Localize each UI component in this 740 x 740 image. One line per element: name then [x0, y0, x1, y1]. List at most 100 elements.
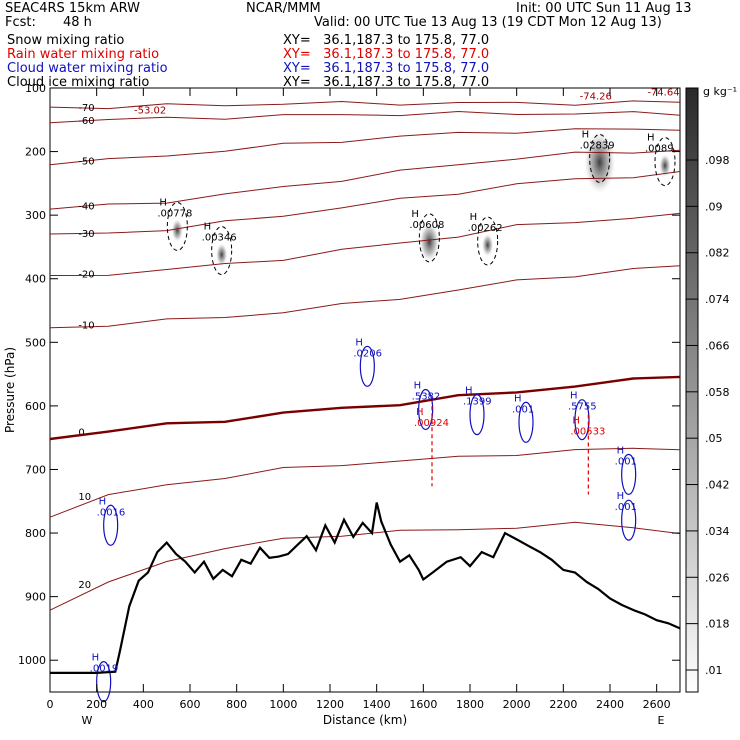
colorbar-label-11: .01: [705, 664, 723, 677]
max-label-0: .00778: [157, 208, 192, 219]
x-tick-label-1000: 1000: [269, 698, 297, 711]
microphysics-contours: [96, 133, 676, 703]
y-tick-label-1000: 1000: [18, 654, 46, 667]
snow-contour-0: [166, 201, 188, 251]
max-marker-5: H: [647, 133, 655, 144]
max-marker-4: H: [582, 129, 590, 140]
max-label-15: .00924: [414, 418, 449, 429]
isotherm-label--30: -30: [78, 229, 94, 240]
extreme-label-2: -53.02: [134, 105, 166, 116]
axes: 0 200 400 600 800 1000 1200 1400 1600 1800 2000 220…: [18, 82, 680, 711]
y-tick-label-800: 800: [25, 527, 46, 540]
cloud-contour-14: [96, 661, 112, 703]
colorbar-label-3: .074: [705, 293, 730, 306]
x-tick-label-400: 400: [133, 698, 154, 711]
max-label-1: .00346: [202, 233, 237, 244]
x-tick-label-1200: 1200: [316, 698, 344, 711]
colorbar-label-1: .09: [705, 200, 723, 213]
x-tick-label-2600: 2600: [643, 698, 671, 711]
field-cloud-ice-xy: XY= 36.1,187.3 to 175.8, 77.0: [283, 75, 489, 90]
snow-contour-5: [654, 137, 676, 187]
isotherm-label--70: -70: [78, 103, 94, 114]
isotherm-0: [49, 375, 681, 441]
snow-contour-3: [477, 216, 499, 266]
max-marker-7: H: [414, 381, 422, 392]
isotherm--60: [49, 110, 681, 124]
colorbar-label-10: .018: [705, 618, 730, 631]
plot-frame: [49, 87, 681, 693]
snow-contour-4: [589, 133, 611, 183]
field-snow-xy: XY= 36.1,187.3 to 175.8, 77.0: [283, 33, 489, 48]
snow-shade-blob-0: [171, 219, 183, 242]
y-tick-label-500: 500: [25, 336, 46, 349]
header-valid: Valid: 00 UTC Tue 13 Aug 13 (19 CDT Mon …: [314, 15, 662, 30]
x-axis-title: Distance (km): [323, 713, 407, 727]
max-label-8: .1399: [463, 397, 492, 408]
x-tick-label-2400: 2400: [596, 698, 624, 711]
max-marker-0: H: [159, 197, 167, 208]
max-label-14: .0019: [90, 664, 119, 675]
isotherm-label--20: -20: [78, 270, 94, 281]
freezing-level: [49, 375, 681, 441]
isotherm-label-0: 0: [78, 427, 84, 438]
max-marker-3: H: [470, 212, 478, 223]
max-label-7: .5382: [412, 392, 441, 403]
max-marker-12: H: [617, 491, 625, 502]
colorbar-unit: g kg⁻¹: [703, 85, 737, 98]
cloud-contour-13: [103, 504, 119, 546]
x-tick-label-1800: 1800: [456, 698, 484, 711]
isotherm-label--40: -40: [78, 202, 94, 213]
x-end-label-east: E: [658, 714, 665, 727]
colorbar-label-7: .042: [705, 479, 730, 492]
x-tick-label-600: 600: [180, 698, 201, 711]
x-tick-label-2200: 2200: [549, 698, 577, 711]
max-label-3: .00262: [468, 223, 503, 234]
colorbar: g kg⁻¹ .098 .09 .082 .074 .066 .058 .05 .042 .03…: [685, 85, 737, 693]
max-marker-6: H: [355, 337, 363, 348]
cloud-contour-10: [574, 399, 590, 441]
max-label-16: .00533: [570, 427, 605, 438]
extreme-label-0: -74.26: [580, 91, 612, 102]
isotherm--30: [49, 171, 681, 235]
isotherm--70: [49, 100, 681, 110]
max-marker-9: H: [514, 393, 522, 404]
max-label-6: .0206: [353, 348, 382, 359]
extreme-label-1: -74.64: [647, 88, 679, 99]
cloud-contour-7: [418, 388, 434, 431]
isotherm--50: [49, 128, 681, 166]
isotherm-20: [49, 521, 681, 611]
terrain-line: [50, 502, 681, 675]
cloud-contour-9: [518, 401, 534, 443]
x-tick-label-0: 0: [47, 698, 54, 711]
header-org: NCAR/MMM: [246, 1, 321, 16]
header-fcst-label: Fcst:: [5, 15, 36, 30]
x-tick-label-1600: 1600: [409, 698, 437, 711]
snow-shade-blob-3: [482, 233, 494, 257]
max-marker-10: H: [570, 391, 578, 402]
snow-shade-blob-1: [216, 243, 228, 266]
cloud-contour-12: [621, 499, 637, 541]
snow-contour-1: [211, 226, 233, 276]
max-label-2: .00608: [409, 220, 444, 231]
cloud-contour-11: [621, 453, 637, 495]
colorbar-label-8: .034: [705, 525, 730, 538]
y-tick-label-600: 600: [25, 400, 46, 413]
x-tick-label-200: 200: [86, 698, 107, 711]
max-marker-11: H: [617, 445, 625, 456]
max-marker-1: H: [204, 222, 212, 233]
header-fcst-value: 48 h: [63, 15, 92, 30]
max-marker-14: H: [92, 653, 100, 664]
field-rain-xy: XY= 36.1,187.3 to 175.8, 77.0: [283, 47, 489, 62]
field-cloud-water-label: Cloud water mixing ratio: [7, 61, 168, 76]
isotherm--10: [49, 265, 681, 329]
y-tick-label-900: 900: [25, 591, 46, 604]
field-rain-label: Rain water mixing ratio: [7, 47, 159, 62]
field-snow-label: Snow mixing ratio: [7, 33, 124, 48]
header-title: SEAC4RS 15km ARW: [5, 1, 140, 16]
isotherm-label--50: -50: [78, 156, 94, 167]
isotherm--40: [49, 149, 681, 210]
cloud-contour-6: [359, 345, 375, 387]
colorbar-label-0: .098: [705, 154, 730, 167]
isotherm-label-20: 20: [78, 580, 91, 591]
isotherm-10: [49, 447, 681, 518]
